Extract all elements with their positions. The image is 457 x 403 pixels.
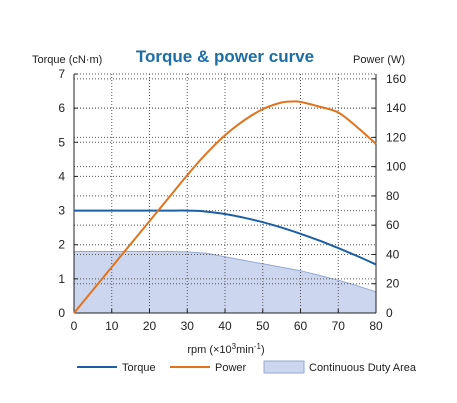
x-tick-label: 20: [143, 319, 157, 333]
x-tick-label: 0: [71, 319, 78, 333]
y-right-tick-label: 160: [386, 72, 406, 86]
y-right-tick-label: 0: [386, 306, 393, 320]
tick-labels-layer: 0 10 20 30 40 50 60 70 8001234567020406080100120…: [58, 67, 406, 333]
y-left-tick-label: 0: [58, 306, 65, 320]
x-axis-title: rpm (×103min-1): [187, 342, 264, 356]
y-left-tick-label: 6: [58, 101, 65, 115]
y-right-tick-label: 60: [386, 218, 400, 232]
legend-torque-label: Torque: [122, 362, 156, 374]
grid-layer: [74, 73, 376, 313]
y-left-tick-label: 7: [58, 67, 65, 81]
y-right-axis-title: Power (W): [353, 54, 405, 66]
y-right-tick-label: 120: [386, 130, 406, 144]
x-axis-title-sup: 3: [232, 342, 237, 351]
x-axis-title-sup2: -1: [254, 342, 262, 351]
y-left-tick-label: 3: [58, 204, 65, 218]
x-tick-label: 10: [105, 319, 119, 333]
chart-title: Torque & power curve: [136, 47, 314, 66]
x-axis-title-main: rpm (×10: [187, 344, 231, 356]
y-left-tick-label: 2: [58, 238, 65, 252]
y-left-axis-title: Torque (cN·m): [32, 54, 102, 66]
x-tick-label: 40: [218, 319, 232, 333]
series-lines-layer: [73, 100, 377, 314]
y-left-tick-label: 4: [58, 169, 65, 183]
y-right-tick-label: 20: [386, 277, 400, 291]
x-tick-label: 60: [294, 319, 308, 333]
legend: Torque Power Continuous Duty Area: [77, 360, 417, 374]
x-axis-title-close: ): [261, 344, 265, 356]
legend-area-swatch: [263, 360, 305, 374]
legend-power-label: Power: [215, 362, 247, 374]
x-tick-label: 70: [332, 319, 346, 333]
y-right-tick-label: 100: [386, 160, 406, 174]
y-right-tick-label: 140: [386, 101, 406, 115]
torque-line: [74, 209, 377, 266]
y-right-tick-label: 80: [386, 189, 400, 203]
x-tick-label: 50: [256, 319, 270, 333]
axes-layer: [73, 73, 377, 314]
y-left-tick-label: 5: [58, 135, 65, 149]
y-right-tick-label: 40: [386, 247, 400, 261]
legend-area-label: Continuous Duty Area: [309, 362, 417, 374]
power-line: [73, 100, 377, 314]
x-tick-label: 80: [369, 319, 383, 333]
x-axis-title-unit: min: [236, 344, 254, 356]
x-tick-label: 30: [181, 319, 195, 333]
y-left-tick-label: 1: [58, 272, 65, 286]
